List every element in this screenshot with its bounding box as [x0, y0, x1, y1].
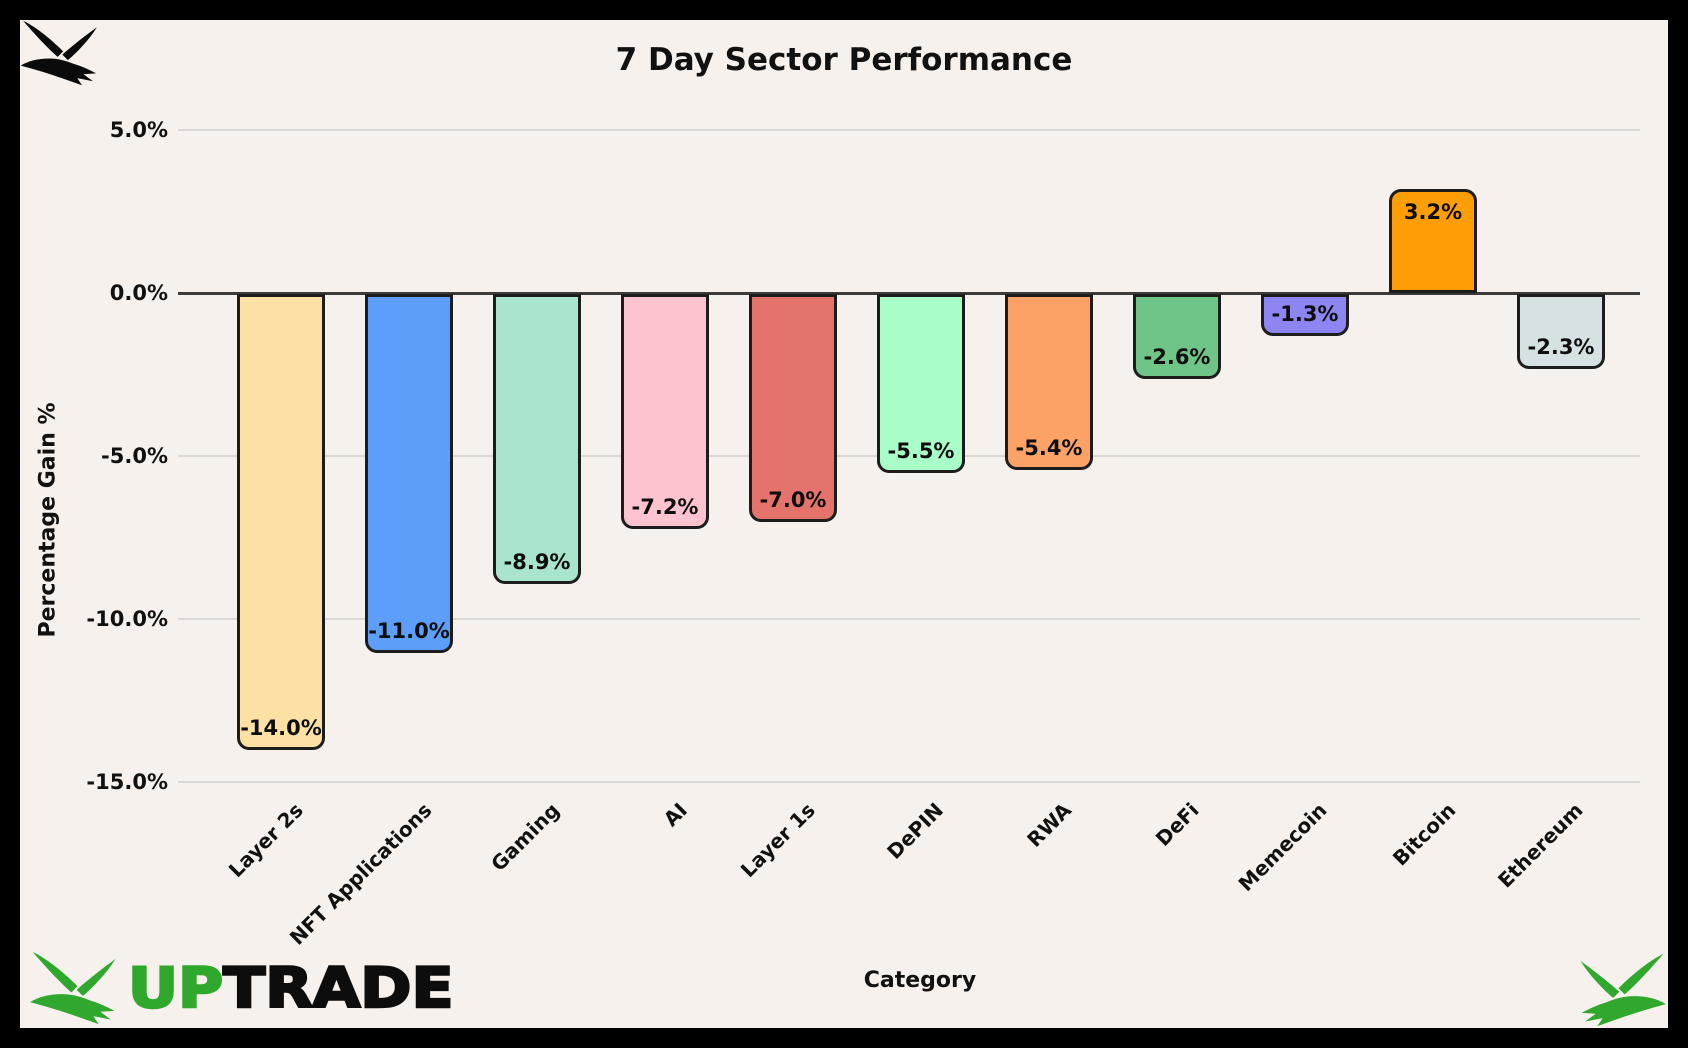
bar-value-label: -7.2% — [631, 494, 699, 519]
bar-depin: -5.5% — [877, 294, 965, 474]
x-tick-label-memecoin: Memecoin — [1233, 798, 1332, 896]
y-tick-label: 0.0% — [109, 281, 168, 305]
y-axis-label: Percentage Gain % — [35, 402, 61, 638]
bar-value-label: -14.0% — [240, 716, 322, 741]
bar-value-label: -7.0% — [759, 488, 827, 513]
gridline — [178, 781, 1640, 783]
bar-value-label: -5.4% — [1015, 436, 1083, 461]
x-tick-label-bitcoin: Bitcoin — [1387, 798, 1460, 871]
chart-title: 7 Day Sector Performance — [615, 42, 1073, 78]
bar-value-label: -5.5% — [887, 439, 955, 464]
bar-gaming: -8.9% — [493, 294, 581, 585]
bar-value-label: 3.2% — [1403, 199, 1463, 224]
bird-icon — [20, 20, 100, 86]
x-tick-label-depin: DePIN — [882, 798, 948, 864]
bar-ai: -7.2% — [621, 294, 709, 529]
bar-value-label: -2.3% — [1527, 334, 1595, 359]
y-tick-label: 5.0% — [109, 118, 168, 142]
bar-value-label: -2.6% — [1143, 344, 1211, 369]
chart-canvas: 7 Day Sector Performance Percentage Gain… — [20, 20, 1668, 1028]
bar-layer-2s: -14.0% — [237, 294, 325, 751]
bar-nft-applications: -11.0% — [365, 294, 453, 653]
x-tick-label-defi: DeFi — [1151, 798, 1204, 851]
logo-wordmark: UPTRADE — [127, 959, 455, 1017]
x-tick-label-rwa: RWA — [1022, 798, 1076, 852]
bar-memecoin: -1.3% — [1261, 294, 1349, 337]
bar-defi: -2.6% — [1133, 294, 1221, 379]
gridline — [178, 129, 1640, 131]
bar-ethereum: -2.3% — [1517, 294, 1605, 369]
y-tick-label: -5.0% — [101, 444, 168, 468]
x-axis-label: Category — [863, 968, 977, 993]
bar-value-label: -11.0% — [368, 618, 450, 643]
x-tick-label-gaming: Gaming — [486, 798, 564, 876]
logo-text-trade: TRADE — [222, 955, 455, 1020]
bar-bitcoin: 3.2% — [1389, 188, 1477, 293]
gridline — [178, 618, 1640, 620]
x-tick-label-ethereum: Ethereum — [1493, 798, 1588, 893]
x-tick-label-nft-applications: NFT Applications — [284, 798, 436, 950]
bar-layer-1s: -7.0% — [749, 294, 837, 523]
uptrade-logo: UPTRADE — [30, 950, 455, 1026]
bar-rwa: -5.4% — [1005, 294, 1093, 471]
y-tick-label: -15.0% — [86, 770, 168, 794]
logo-text-up: UP — [127, 955, 225, 1020]
bird-icon — [30, 951, 118, 1025]
bar-value-label: -8.9% — [503, 550, 571, 575]
zero-axis-line — [178, 291, 1640, 295]
x-tick-label-ai: AI — [658, 798, 692, 832]
bird-icon — [1578, 953, 1666, 1027]
x-tick-label-layer-2s: Layer 2s — [223, 798, 308, 883]
y-tick-label: -10.0% — [86, 607, 168, 631]
bar-value-label: -1.3% — [1271, 302, 1339, 327]
x-tick-label-layer-1s: Layer 1s — [735, 798, 820, 883]
